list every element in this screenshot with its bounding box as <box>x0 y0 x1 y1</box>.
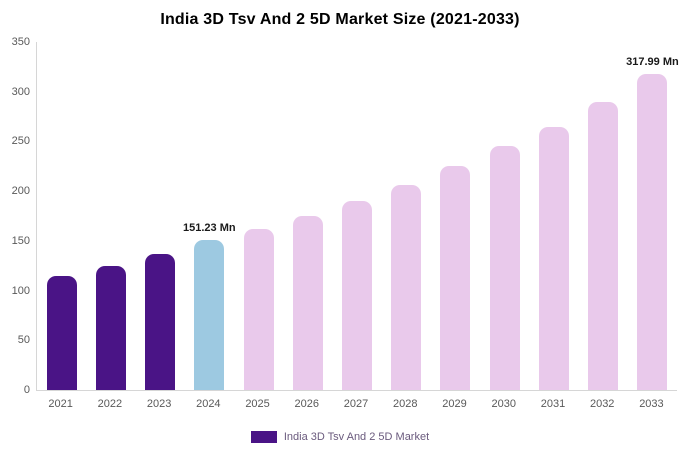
y-tick-label: 150 <box>11 234 30 247</box>
bar-slot <box>332 42 381 390</box>
x-tick-label: 2027 <box>343 398 369 410</box>
y-tick-label: 300 <box>11 85 30 98</box>
bar-2024[interactable] <box>194 239 225 390</box>
bar-slot <box>37 42 86 390</box>
x-tick-label: 2030 <box>491 398 516 410</box>
x-tick-label: 2025 <box>245 398 270 410</box>
bar-slot <box>135 42 184 390</box>
bar-2032[interactable] <box>588 101 619 390</box>
bar-slot <box>480 42 529 390</box>
plot-area: 151.23 Mn 317.99 Mn <box>36 42 679 391</box>
x-tick-label: 2033 <box>639 398 664 410</box>
bar-2026[interactable] <box>292 216 323 390</box>
x-tick-label: 2031 <box>540 398 566 410</box>
bar-2027[interactable] <box>342 201 373 390</box>
x-tick-label: 2023 <box>146 398 172 410</box>
y-tick-label: 50 <box>17 334 30 347</box>
legend-swatch-icon <box>250 431 277 443</box>
legend-label: India 3D Tsv And 2 5D Market <box>283 431 430 443</box>
bar-2033[interactable] <box>637 73 668 390</box>
x-tick-label: 2029 <box>442 398 467 410</box>
bar-2030[interactable] <box>489 146 520 390</box>
y-tick-label: 0 <box>23 384 30 396</box>
chart-title: India 3D Tsv And 2 5D Market Size (2021-… <box>160 11 520 28</box>
x-tick-label: 2032 <box>589 398 615 410</box>
bar-2021[interactable] <box>46 275 77 390</box>
x-tick-label: 2028 <box>393 398 418 410</box>
y-tick-label: 200 <box>11 185 30 198</box>
bar-slot <box>382 42 431 390</box>
bar-value-label: 151.23 Mn <box>183 221 236 234</box>
y-tick-label: 250 <box>11 135 30 148</box>
bar-2031[interactable] <box>538 126 569 390</box>
bar-slot <box>86 42 135 390</box>
bar-slot <box>579 42 628 390</box>
bar-slot <box>529 42 578 390</box>
y-tick-label: 350 <box>11 36 30 48</box>
x-tick-label: 2022 <box>97 398 123 410</box>
bar-slot <box>431 42 480 390</box>
y-tick-label: 100 <box>11 284 30 297</box>
legend-item[interactable]: India 3D Tsv And 2 5D Market <box>0 431 680 443</box>
bar-value-label: 317.99 Mn <box>626 55 679 68</box>
bar-slot: 151.23 Mn <box>183 42 236 390</box>
bar-slot <box>283 42 332 390</box>
x-axis: 2021 2022 2023 2024 2025 2026 2027 2028 2029 2030… <box>36 398 676 410</box>
x-tick-label: 2021 <box>48 398 73 410</box>
bar-slot: 317.99 Mn <box>626 42 679 390</box>
bar-2022[interactable] <box>95 265 126 390</box>
bar-2029[interactable] <box>440 166 471 390</box>
bar-slot <box>234 42 283 390</box>
bar-2028[interactable] <box>391 185 422 390</box>
bar-2023[interactable] <box>145 253 176 390</box>
x-tick-label: 2024 <box>196 398 221 410</box>
bar-2025[interactable] <box>243 228 274 390</box>
x-tick-label: 2026 <box>294 398 320 410</box>
